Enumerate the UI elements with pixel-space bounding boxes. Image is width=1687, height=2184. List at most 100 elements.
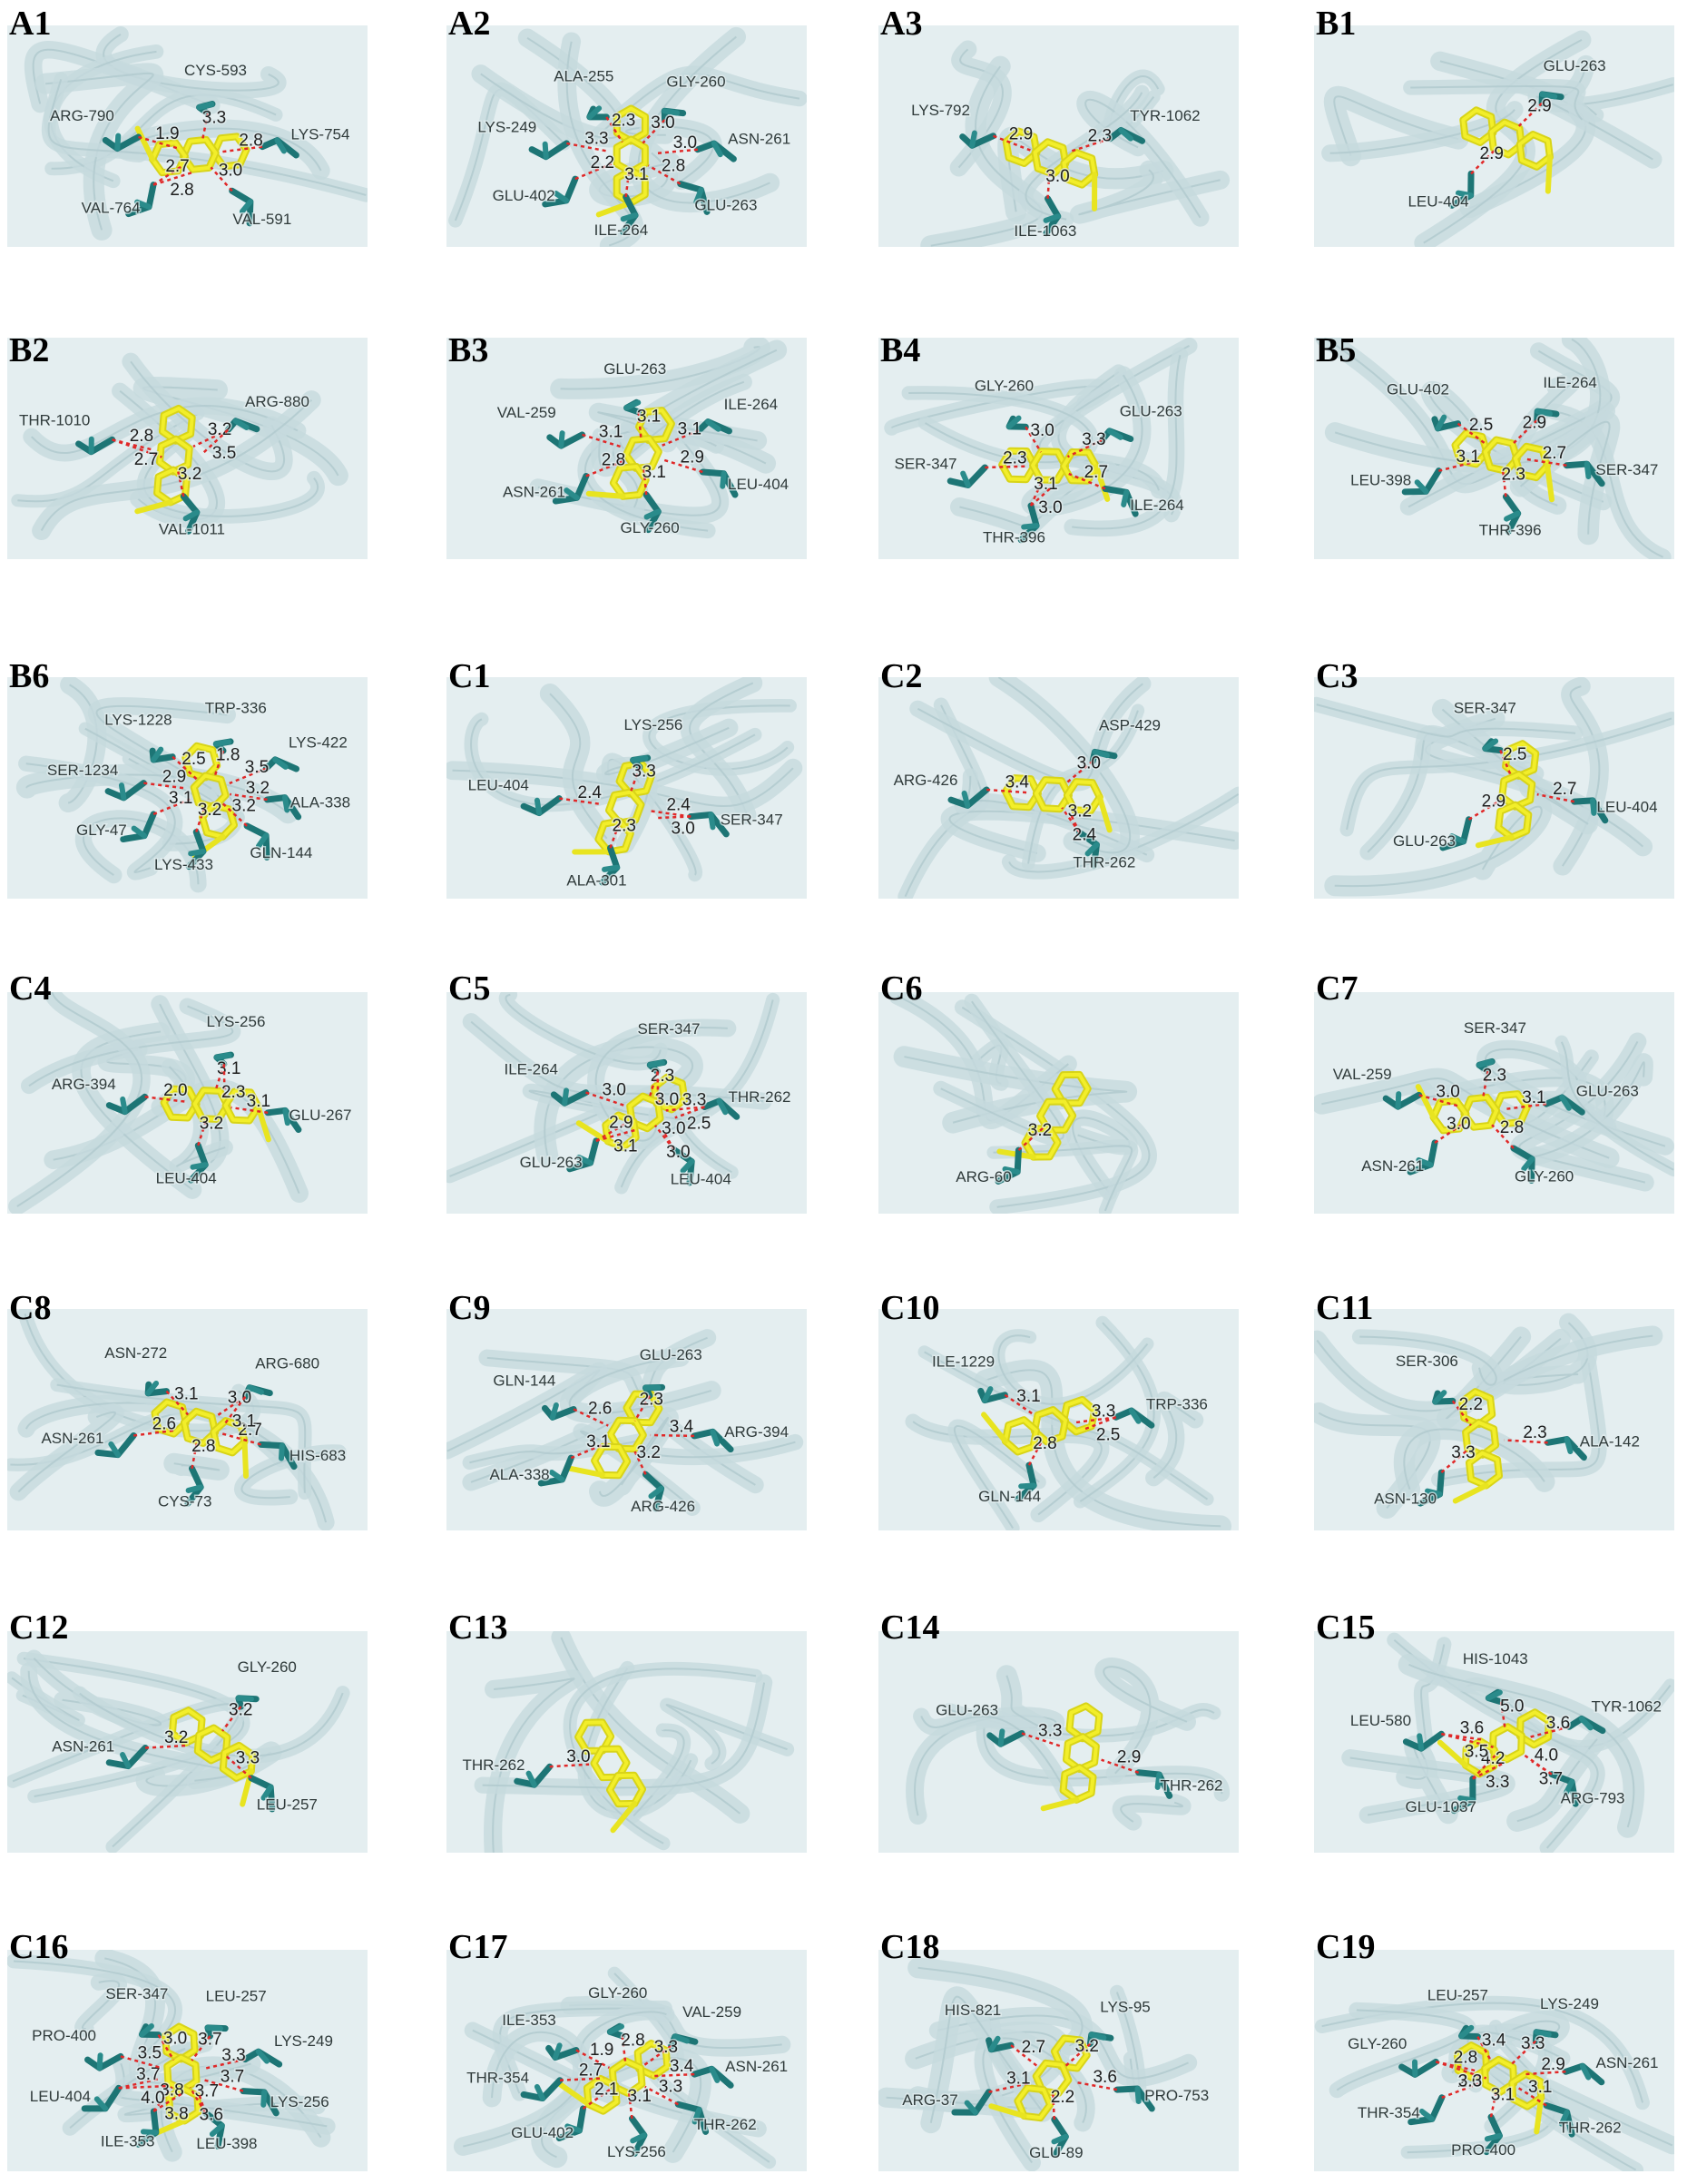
ligand-ring-highlight <box>1510 2071 1544 2109</box>
ligand-bond <box>241 1439 250 1479</box>
residue-label: LEU-404 <box>30 2088 91 2105</box>
protein-ribbon-edge <box>130 360 285 473</box>
ligand-ring-highlight <box>635 2041 670 2078</box>
ligand-ring-highlight <box>1462 1095 1499 1129</box>
ligand-ring-highlight <box>162 1087 199 1120</box>
residue-label: ILE-264 <box>594 221 649 239</box>
panel-label: C9 <box>448 1289 490 1327</box>
residue-label: HIS-821 <box>945 2002 1001 2019</box>
residue-branch <box>260 1784 274 1801</box>
residue-label: THR-262 <box>463 1756 525 1774</box>
residue-branch <box>1435 414 1447 431</box>
protein-ribbon-edge <box>920 1715 1068 1795</box>
residue-branch <box>564 2123 583 2134</box>
distance-label: 2.8 <box>621 2032 644 2051</box>
hbond <box>648 1071 659 1099</box>
residue-branch <box>601 864 620 872</box>
distance-label: 3.7 <box>195 2081 219 2100</box>
hbond <box>1027 1439 1045 1466</box>
distance-label: 2.1 <box>594 2081 618 2100</box>
hbond <box>624 170 631 198</box>
hbond <box>575 2049 611 2070</box>
residue-branch <box>1521 1156 1535 1172</box>
hbond <box>1504 1439 1548 1444</box>
residue-branch <box>620 212 639 222</box>
ligand-bond <box>585 490 626 499</box>
hbond <box>1064 2042 1092 2068</box>
residue-branch <box>1002 1166 1021 1175</box>
hbond <box>198 2094 207 2113</box>
residue-label: VAL-764 <box>82 199 141 216</box>
protein-ribbon-edge <box>1519 420 1611 535</box>
residue-label: TYR-1062 <box>1130 107 1200 124</box>
ligand <box>1451 429 1555 503</box>
residue-label: GLY-260 <box>238 1658 297 1676</box>
panel: 2.3 3.1 2.5 2.9 2.7 THR-396 LEU-398 GLU-402 ILE-… <box>1314 338 1674 559</box>
residue-branch <box>246 1384 265 1395</box>
ligand-ring-highlight <box>1033 1408 1067 1444</box>
distance-label: 3.3 <box>584 129 608 148</box>
residue-branch <box>1563 1778 1575 1796</box>
distance-label: 3.0 <box>1030 421 1054 440</box>
ligand-ring-highlight <box>1483 438 1519 473</box>
hbond <box>595 1121 629 1142</box>
panel-label: C16 <box>9 1928 68 1966</box>
residue-label: PRO-753 <box>1144 2087 1209 2104</box>
residue-label: THR-262 <box>729 1088 791 1106</box>
residue-label: PRO-400 <box>32 2027 96 2044</box>
residue-label: ARG-37 <box>902 2091 957 2109</box>
hbond <box>230 792 268 802</box>
protein-ribbon-edge <box>482 1682 766 1789</box>
residue-label: LEU-580 <box>1350 1712 1411 1729</box>
distance-label: 2.6 <box>152 1415 176 1434</box>
residue-label: ALA-142 <box>1580 1432 1640 1450</box>
distance-label: 3.3 <box>654 2038 678 2057</box>
residue-branch <box>256 832 270 849</box>
residue-branch <box>190 1162 209 1170</box>
hbond <box>145 1744 190 1749</box>
hbond <box>1517 102 1544 127</box>
residue-branch <box>575 1155 593 1166</box>
residue-branch <box>1476 1058 1495 1068</box>
residue-branch <box>1558 2109 1570 2127</box>
ligand-ring-highlight <box>181 137 218 172</box>
residue-branch <box>548 1470 565 1482</box>
distance-label: 2.7 <box>238 1421 261 1440</box>
residue-label: GLY-260 <box>666 73 725 90</box>
protein-ribbon-edge <box>983 1727 1223 1795</box>
residue-branch <box>1432 1390 1447 1405</box>
hbond <box>1472 1761 1506 1780</box>
ligand-ring-highlight <box>191 773 228 810</box>
distance-label: 3.1 <box>232 1412 256 1431</box>
hbond <box>195 805 207 832</box>
panel: 3.0 THR-262 <box>446 1631 807 1853</box>
hbond <box>644 2085 679 2106</box>
residue-branch <box>1414 479 1429 495</box>
residue-label: ILE-264 <box>1543 374 1597 391</box>
distance-label: 2.5 <box>181 750 205 769</box>
hbond <box>1441 1732 1494 1748</box>
ligand-ring-highlight <box>1062 151 1097 187</box>
hbond <box>1511 2040 1537 2065</box>
residue-branch <box>1578 1716 1594 1731</box>
distance-label: 2.4 <box>666 795 691 814</box>
hbond <box>214 1395 246 1418</box>
hbond <box>1536 792 1575 803</box>
ligand-bond <box>1545 153 1553 194</box>
residue-label: VAL-259 <box>497 404 556 421</box>
ligand <box>150 2022 202 2138</box>
ligand-ring-highlight <box>1489 120 1524 157</box>
hbond <box>197 1118 208 1146</box>
distance-label: 3.2 <box>1075 2037 1099 2056</box>
distance-label: 3.4 <box>1005 773 1030 792</box>
protein-ribbon-edge <box>173 1462 221 1471</box>
residue-branch <box>232 418 250 430</box>
residue-label: ILE-264 <box>724 396 779 413</box>
residue-branch <box>662 108 681 116</box>
ligand-ring-highlight <box>1053 1072 1090 1106</box>
ligand-bond <box>1475 834 1515 849</box>
ligand-ring-highlight <box>211 1419 247 1455</box>
distance-label: 5.0 <box>1500 1697 1524 1717</box>
protein-ribbon-edge <box>1518 1040 1646 1184</box>
residue-label: HIS-683 <box>289 1447 346 1464</box>
